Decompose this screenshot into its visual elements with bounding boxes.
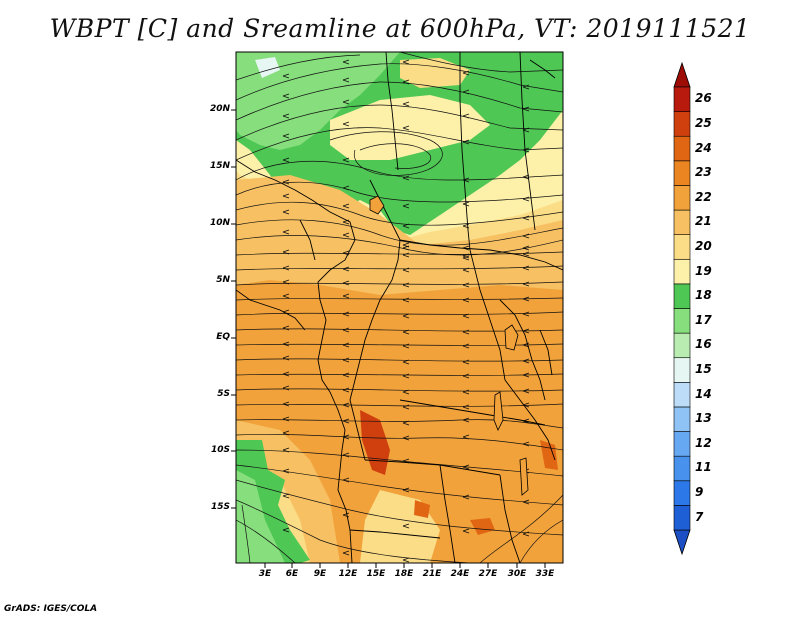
- colorbar: [673, 61, 691, 556]
- lon-label-27e: 27E: [478, 569, 498, 579]
- map-plot-area: [236, 52, 563, 563]
- field-southwest-lightgreen: [236, 470, 285, 563]
- field-pale-spot: [255, 57, 280, 78]
- colorbar-label: 26: [695, 91, 712, 106]
- colorbar-label: 17: [695, 312, 712, 327]
- field-red-spot-a: [360, 410, 390, 475]
- colorbar-label: 23: [695, 165, 712, 180]
- colorbar-box: [673, 382, 691, 408]
- lat-label-20n: 20N: [209, 104, 230, 114]
- field-red-spot-c: [470, 518, 495, 535]
- colorbar-box: [673, 480, 691, 506]
- colorbar-box: [673, 406, 691, 432]
- colorbar-box: [673, 160, 691, 186]
- colorbar-box: [673, 234, 691, 260]
- colorbar-box: [673, 332, 691, 359]
- colorbar-label: 15: [695, 362, 712, 377]
- lat-ticks: [231, 109, 236, 509]
- lon-label-15e: 15E: [366, 569, 386, 579]
- lat-label-10n: 10N: [209, 218, 230, 228]
- lon-label-30e: 30E: [507, 569, 527, 579]
- lon-label-12e: 12E: [338, 569, 358, 579]
- colorbar-box: [673, 283, 691, 309]
- field-north-yellow-core: [330, 95, 490, 160]
- colorbar-box: [673, 308, 691, 334]
- lon-label-21e: 21E: [422, 569, 442, 579]
- lon-ticks: [264, 563, 546, 568]
- colorbar-box: [673, 357, 691, 383]
- lat-label-10s: 10S: [210, 445, 230, 455]
- colorbar-label: 25: [695, 115, 712, 130]
- colorbar-box: [673, 431, 691, 457]
- lat-label-eq: EQ: [216, 332, 230, 342]
- lon-label-6e: 6E: [285, 569, 299, 579]
- credit-text: GrADS: IGES/COLA: [4, 604, 98, 614]
- lat-label-15n: 15N: [209, 161, 230, 171]
- colorbar-box: [673, 209, 691, 235]
- colorbar-label: 11: [695, 460, 712, 475]
- colorbar-label: 20: [695, 238, 712, 253]
- lat-label-5s: 5S: [217, 389, 230, 399]
- lon-label-24e: 24E: [450, 569, 470, 579]
- colorbar-box: [673, 185, 691, 211]
- field-north-green-light: [236, 52, 400, 150]
- colorbar-label: 21: [695, 214, 712, 229]
- colorbar-box: [673, 258, 691, 285]
- colorbar-box: [673, 135, 691, 162]
- colorbar-label: 22: [695, 189, 712, 204]
- colorbar-label: 14: [695, 386, 712, 401]
- streamlines: [236, 52, 563, 563]
- lakes: [369, 195, 529, 496]
- lat-label-15s: 15S: [210, 502, 230, 512]
- colorbar-label: 12: [695, 435, 712, 450]
- lon-label-18e: 18E: [394, 569, 414, 579]
- colorbar-upper-arrow: [673, 61, 691, 88]
- map-frame: [235, 51, 564, 564]
- lon-label-9e: 9E: [313, 569, 327, 579]
- field-red-spot-b: [414, 500, 430, 518]
- colorbar-label: 9: [695, 485, 704, 500]
- lat-label-5n: 5N: [216, 275, 230, 285]
- colorbar-box: [673, 111, 691, 137]
- streamline-arrows: [282, 59, 530, 563]
- field-north-top-yellow: [400, 58, 470, 88]
- colorbar-box: [673, 505, 691, 531]
- colorbar-label: 18: [695, 288, 712, 303]
- colorbar-lower-arrow: [673, 529, 691, 556]
- colorbar-box: [673, 86, 691, 112]
- lon-label-3e: 3E: [258, 569, 272, 579]
- colorbar-label: 13: [695, 411, 712, 426]
- colorbar-label: 16: [695, 337, 712, 352]
- map-title: WBPT [C] and Sreamline at 600hPa, VT: 20…: [49, 14, 751, 43]
- colorbar-label: 7: [695, 509, 704, 524]
- colorbar-label: 19: [695, 263, 712, 278]
- lon-label-33e: 33E: [535, 569, 555, 579]
- colorbar-label: 24: [695, 140, 712, 155]
- colorbar-box: [673, 455, 691, 482]
- field-mid-lightorange: [236, 175, 563, 295]
- country-borders: [236, 52, 563, 563]
